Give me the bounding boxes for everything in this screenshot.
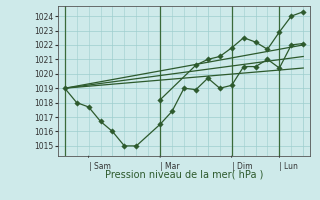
Text: | Sam: | Sam bbox=[89, 162, 110, 171]
Text: | Lun: | Lun bbox=[279, 162, 298, 171]
Text: | Mar: | Mar bbox=[160, 162, 180, 171]
X-axis label: Pression niveau de la mer( hPa ): Pression niveau de la mer( hPa ) bbox=[105, 170, 263, 180]
Text: | Dim: | Dim bbox=[232, 162, 252, 171]
